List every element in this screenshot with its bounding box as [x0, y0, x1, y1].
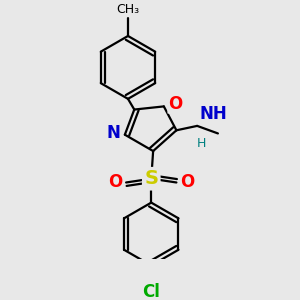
Text: O: O — [108, 173, 122, 191]
Text: CH₃: CH₃ — [116, 4, 140, 16]
Text: S: S — [144, 169, 158, 188]
Text: N: N — [106, 124, 120, 142]
Text: Cl: Cl — [142, 283, 160, 300]
Text: H: H — [197, 137, 206, 150]
Text: O: O — [180, 173, 194, 191]
Text: O: O — [168, 95, 182, 113]
Text: NH: NH — [199, 105, 227, 123]
